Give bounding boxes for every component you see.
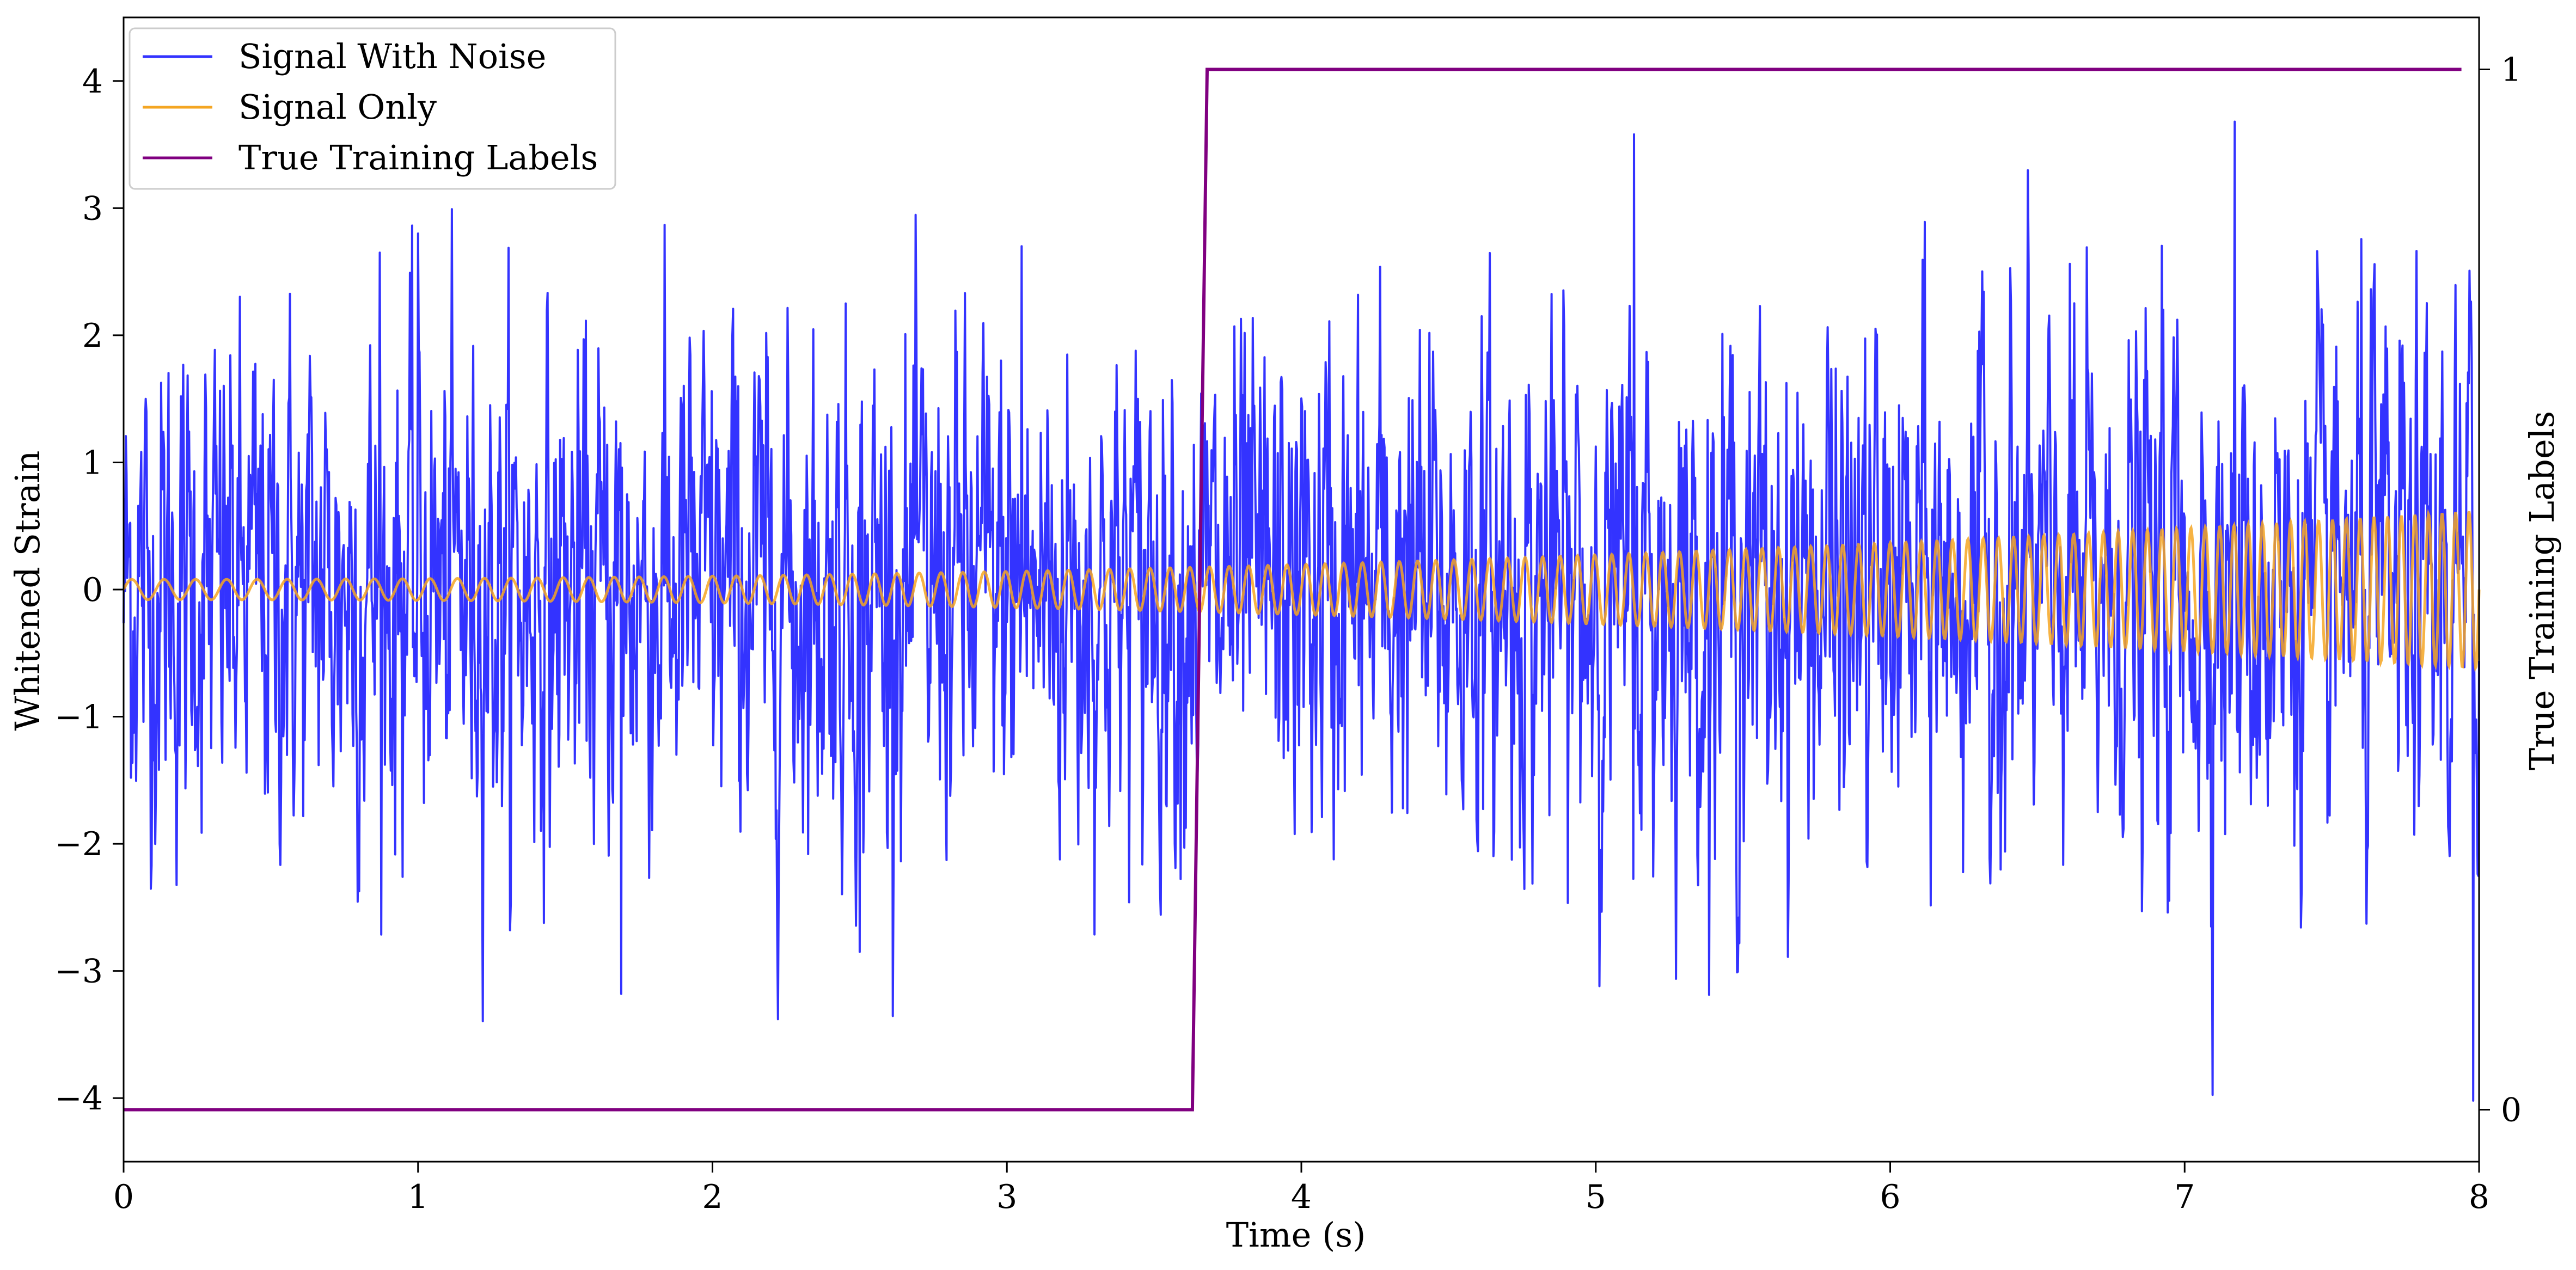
- y-tick-label-5: 1: [82, 444, 103, 482]
- legend-label-signal-with-noise: Signal With Noise: [238, 36, 546, 76]
- series-signal-with-noise: [123, 120, 2480, 1102]
- legend-box: [129, 27, 616, 190]
- y-tick-label-7: 3: [82, 189, 103, 228]
- y2-axis-label: True Training Labels: [2522, 411, 2562, 770]
- legend-label-true-training-labels: True Training Labels: [238, 138, 598, 177]
- legend: Signal With Noise Signal Only True Train…: [129, 27, 616, 190]
- y-axis-right: 01: [2479, 51, 2522, 1129]
- x-tick-label-2: 2: [702, 1178, 723, 1216]
- y-tick-label-3: −1: [55, 698, 103, 737]
- x-tick-label-4: 4: [1291, 1178, 1312, 1216]
- x-tick-label-1: 1: [408, 1178, 429, 1216]
- legend-label-signal-only: Signal Only: [238, 87, 437, 127]
- y-tick-label-2: −2: [55, 825, 103, 863]
- x-axis: 0 1 2 3 4 5 6 7 8: [113, 1162, 2489, 1216]
- x-axis-label: Time (s): [1226, 1215, 1366, 1255]
- y-tick-label-4: 0: [82, 571, 103, 609]
- series-layer: [122, 68, 2481, 1112]
- x-tick-label-3: 3: [996, 1178, 1017, 1216]
- y-tick-label-1: −3: [55, 953, 103, 991]
- x-tick-label-5: 5: [1586, 1178, 1606, 1216]
- x-tick-label-6: 6: [1880, 1178, 1900, 1216]
- x-tick-label-7: 7: [2174, 1178, 2195, 1216]
- series-signal-only: [122, 508, 2481, 672]
- y-tick-label-8: 4: [82, 63, 103, 101]
- y2-tick-label-1: 1: [2501, 51, 2522, 89]
- y-tick-label-0: −4: [55, 1079, 103, 1118]
- series-true-training-labels: [124, 68, 2462, 1112]
- y-tick-label-6: 2: [82, 317, 103, 355]
- y2-tick-label-0: 0: [2501, 1091, 2522, 1129]
- y-axis-left: −4 −3 −2 −1 0 1 2 3 4: [55, 63, 124, 1118]
- x-tick-label-8: 8: [2469, 1178, 2489, 1216]
- y-axis-label: Whitened Strain: [8, 451, 47, 731]
- x-tick-label-0: 0: [113, 1178, 134, 1216]
